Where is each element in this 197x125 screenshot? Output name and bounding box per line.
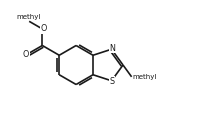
Text: S: S [109, 77, 114, 86]
Text: methyl: methyl [133, 74, 157, 80]
Text: methyl: methyl [17, 14, 41, 20]
Text: N: N [110, 44, 115, 53]
Text: O: O [23, 50, 29, 59]
Text: O: O [40, 24, 46, 33]
